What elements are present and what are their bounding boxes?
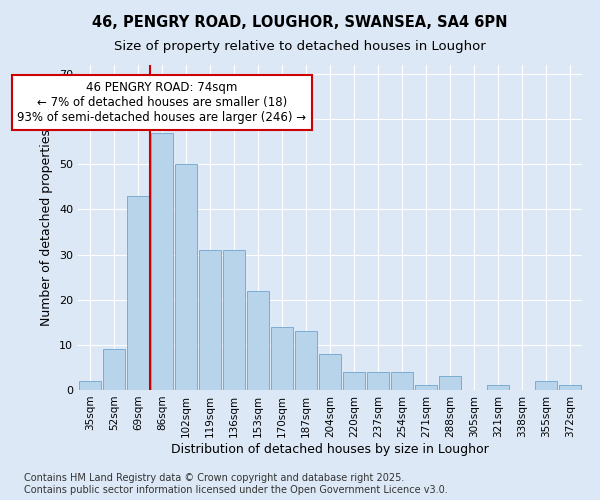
- Bar: [199, 250, 221, 390]
- Bar: [271, 327, 293, 390]
- Bar: [151, 132, 173, 390]
- Bar: [79, 381, 101, 390]
- Bar: [487, 386, 509, 390]
- Bar: [103, 350, 125, 390]
- Bar: [439, 376, 461, 390]
- Bar: [319, 354, 341, 390]
- Bar: [343, 372, 365, 390]
- Bar: [391, 372, 413, 390]
- Bar: [127, 196, 149, 390]
- Bar: [295, 332, 317, 390]
- Bar: [559, 386, 581, 390]
- Text: Contains HM Land Registry data © Crown copyright and database right 2025.
Contai: Contains HM Land Registry data © Crown c…: [24, 474, 448, 495]
- Bar: [415, 386, 437, 390]
- Bar: [367, 372, 389, 390]
- Text: 46 PENGRY ROAD: 74sqm
← 7% of detached houses are smaller (18)
93% of semi-detac: 46 PENGRY ROAD: 74sqm ← 7% of detached h…: [17, 81, 307, 124]
- Bar: [247, 290, 269, 390]
- X-axis label: Distribution of detached houses by size in Loughor: Distribution of detached houses by size …: [171, 442, 489, 456]
- Y-axis label: Number of detached properties: Number of detached properties: [40, 129, 53, 326]
- Bar: [535, 381, 557, 390]
- Bar: [175, 164, 197, 390]
- Text: Size of property relative to detached houses in Loughor: Size of property relative to detached ho…: [114, 40, 486, 53]
- Bar: [223, 250, 245, 390]
- Text: 46, PENGRY ROAD, LOUGHOR, SWANSEA, SA4 6PN: 46, PENGRY ROAD, LOUGHOR, SWANSEA, SA4 6…: [92, 15, 508, 30]
